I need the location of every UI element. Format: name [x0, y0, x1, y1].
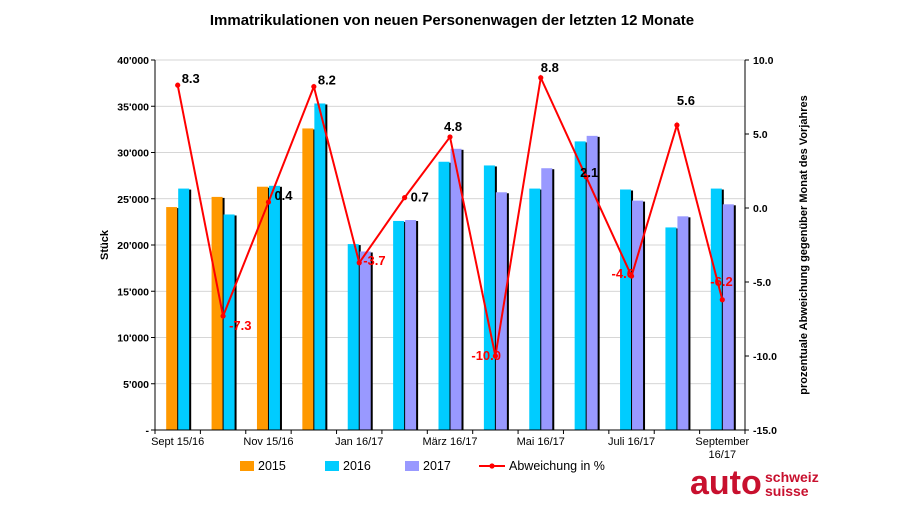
bar-2016	[710, 188, 722, 430]
legend: 2015 2016 2017 Abweichung in %	[240, 459, 605, 473]
y-tick-label: 25'000	[117, 194, 149, 206]
y2-tick-label: 10.0	[753, 55, 774, 67]
deviation-point	[719, 297, 725, 303]
deviation-point	[583, 174, 589, 180]
bar-2017	[450, 148, 462, 431]
data-label: -3.7	[363, 253, 385, 268]
x-tick-label: März 16/17	[422, 436, 477, 448]
data-label: 8.2	[318, 73, 336, 88]
autoschweiz-logo: auto schweiz suisse	[690, 464, 819, 502]
bar-2017	[541, 168, 553, 430]
y-tick-label: 10'000	[117, 333, 149, 345]
y-tick-label: 5'000	[123, 379, 149, 391]
y-tick-labels: - 5'000 10'000 15'000 20'000 25'000 30'000 35'0…	[117, 55, 149, 437]
deviation-point	[356, 260, 362, 266]
bar-2015	[211, 196, 223, 430]
legend-label: 2016	[343, 459, 371, 473]
y2-tick-label: -15.0	[753, 425, 777, 437]
deviation-point	[628, 273, 635, 279]
bar-2016	[347, 244, 359, 430]
y-axis-label: Stück	[99, 229, 111, 260]
deviation-line	[175, 74, 725, 359]
data-label: -6.2	[710, 274, 732, 289]
x-tick-label: Mai 16/17	[517, 436, 565, 448]
deviation-point	[674, 122, 680, 128]
bar-2017	[632, 200, 644, 430]
x-tick-label: Sept 15/16	[151, 436, 204, 448]
bar-2017	[586, 135, 598, 430]
legend-label: Abweichung in %	[509, 459, 605, 473]
bar-2016	[529, 188, 541, 430]
data-label: 8.3	[182, 71, 200, 86]
legend-swatch	[325, 461, 339, 471]
bar-2015	[166, 207, 178, 430]
y-tick-label: -	[146, 425, 150, 437]
y2-tick-label: -5.0	[753, 277, 771, 289]
y-tick-label: 40'000	[117, 55, 149, 67]
bars	[166, 103, 736, 431]
logo-line2: suisse	[765, 483, 809, 499]
legend-marker	[489, 463, 495, 469]
deviation-point	[447, 134, 453, 140]
bar-2016	[574, 141, 586, 430]
logo-word: auto	[690, 464, 762, 502]
deviation-point	[175, 82, 181, 88]
data-label: 8.8	[541, 60, 559, 75]
deviation-point	[220, 313, 226, 319]
bar-2017	[677, 216, 689, 430]
x-tick-label: Juli 16/17	[608, 436, 655, 448]
data-label: 4.8	[444, 119, 462, 134]
bar-2017	[359, 251, 371, 430]
bar-2016	[178, 188, 190, 430]
deviation-point	[492, 353, 498, 359]
y2-tick-label: 5.0	[753, 129, 768, 141]
legend-swatch	[405, 461, 419, 471]
bar-2016	[483, 165, 495, 430]
y-tick-label: 20'000	[117, 240, 149, 252]
deviation-point	[311, 84, 317, 90]
legend-label: 2015	[258, 459, 286, 473]
deviation-point	[265, 199, 272, 205]
axes	[151, 59, 749, 434]
deviation-point	[402, 195, 408, 201]
data-labels: 8.3 -7.3 0.4 8.2 -3.7 0.7 4.8 -10.0 8.8 2.1 -4.6 5.…	[182, 60, 733, 363]
data-label: -7.3	[229, 318, 251, 333]
logo-line1: schweiz	[765, 469, 819, 485]
y-tick-label: 15'000	[117, 286, 149, 298]
data-label: -4.6	[612, 266, 634, 281]
bar-2016	[620, 189, 632, 430]
bar-2017	[495, 192, 507, 430]
bar-2017	[722, 204, 734, 430]
y2-tick-label: 0.0	[753, 203, 768, 215]
x-tick-label: Jan 16/17	[335, 436, 383, 448]
x-tick-label: 16/17	[709, 449, 737, 461]
bar-2016	[223, 214, 235, 430]
bar-2016	[665, 227, 677, 430]
bar-2016	[393, 220, 405, 430]
bar-2016	[314, 103, 326, 430]
chart-title: Immatrikulationen von neuen Personenwage…	[210, 12, 694, 29]
data-label: -10.0	[471, 348, 501, 363]
bar-2017	[405, 220, 417, 430]
bar-2016	[438, 161, 450, 430]
y2-axis-label: prozentuale Abweichung gegenüber Monat d…	[798, 95, 810, 395]
legend-label: 2017	[423, 459, 451, 473]
x-tick-label: Nov 15/16	[243, 436, 293, 448]
y-tick-label: 30'000	[117, 148, 149, 160]
bar-2015	[256, 186, 268, 430]
data-label: 2.1	[580, 165, 598, 180]
y2-tick-label: -10.0	[753, 351, 777, 363]
deviation-point	[538, 75, 544, 81]
y-tick-label: 35'000	[117, 101, 149, 113]
data-label: 5.6	[677, 93, 695, 108]
bar-2015	[302, 128, 314, 430]
data-label: 0.4	[274, 188, 293, 203]
x-tick-label: September	[695, 436, 749, 448]
data-label: 0.7	[411, 190, 429, 205]
y2-tick-labels: -15.0 -10.0 -5.0 0.0 5.0 10.0	[753, 55, 777, 437]
bar-2016	[268, 185, 280, 430]
legend-swatch	[240, 461, 254, 471]
x-tick-labels: Sept 15/16 Nov 15/16 Jan 16/17 März 16/17 Ma…	[151, 436, 749, 461]
